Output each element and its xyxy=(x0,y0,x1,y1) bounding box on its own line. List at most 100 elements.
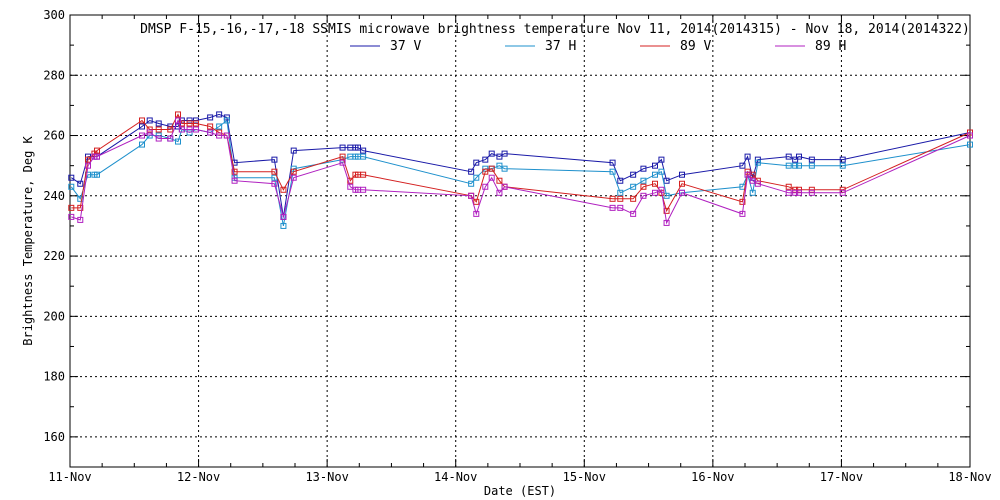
data-point-89-v xyxy=(68,204,75,211)
data-point-89-v xyxy=(630,195,637,202)
legend-label: 89 H xyxy=(815,39,846,54)
legend-item-89-h: 89 H xyxy=(775,39,846,54)
data-point-37-h xyxy=(658,168,665,175)
data-point-89-v xyxy=(280,186,287,193)
grid-lines xyxy=(70,15,970,467)
data-point-37-h xyxy=(77,195,84,202)
data-point-37-h xyxy=(68,183,75,190)
data-point-37-h xyxy=(808,162,815,169)
chart-title: DMSP F-15,-16,-17,-18 SSMIS microwave br… xyxy=(140,22,970,37)
y-tick-labels: 160 180 200 220 240 260 280 300 xyxy=(43,8,65,444)
data-point-37-h xyxy=(609,168,616,175)
data-point-37-h xyxy=(754,159,761,166)
data-point-89-h xyxy=(271,180,278,187)
data-point-89-h xyxy=(167,135,174,142)
data-point-37-v xyxy=(290,147,297,154)
data-point-89-h xyxy=(839,189,846,196)
data-point-89-v xyxy=(496,177,503,184)
y-tick-label: 240 xyxy=(43,189,65,203)
series-line-37-v xyxy=(71,113,971,217)
legend-label: 89 V xyxy=(680,39,711,54)
data-point-89-h xyxy=(468,192,475,199)
data-point-37-v xyxy=(207,114,214,121)
data-point-37-h xyxy=(796,162,802,169)
data-point-89-v xyxy=(339,153,346,160)
data-point-37-h xyxy=(360,153,367,160)
x-tick-label: 15-Nov xyxy=(563,470,606,484)
data-point-37-h xyxy=(139,141,145,148)
data-point-89-h xyxy=(630,210,637,217)
data-point-37-v xyxy=(796,153,802,160)
data-point-89-h xyxy=(749,177,756,184)
data-point-89-h xyxy=(347,183,354,190)
y-tick-label: 160 xyxy=(43,430,65,444)
data-point-89-h xyxy=(792,189,799,196)
data-point-37-v xyxy=(360,147,367,154)
data-point-37-v xyxy=(640,165,647,172)
data-point-37-v xyxy=(785,153,792,160)
data-point-37-v xyxy=(155,120,162,127)
data-series xyxy=(68,111,973,229)
data-point-37-h xyxy=(749,189,756,196)
data-point-89-v xyxy=(967,129,973,136)
data-point-89-h xyxy=(193,126,199,133)
data-point-37-v xyxy=(68,174,75,181)
data-point-89-h xyxy=(186,126,193,133)
data-point-37-v xyxy=(186,117,193,124)
data-point-37-h xyxy=(280,222,287,229)
y-axis-label: Brightness Temperature, Deg K xyxy=(21,135,35,345)
data-point-89-h xyxy=(216,132,223,139)
data-point-89-v xyxy=(77,204,84,211)
data-point-37-h xyxy=(785,162,792,169)
y-tick-label: 180 xyxy=(43,370,65,384)
data-point-89-v xyxy=(785,183,792,190)
data-point-37-h xyxy=(839,162,846,169)
legend-item-37-v: 37 V xyxy=(350,39,421,54)
data-point-37-v xyxy=(839,156,846,163)
data-point-89-v xyxy=(231,168,238,175)
data-point-37-v xyxy=(808,156,815,163)
data-point-37-h xyxy=(652,171,658,178)
data-point-37-h xyxy=(501,165,508,172)
data-point-37-v xyxy=(663,177,670,184)
data-point-37-h xyxy=(663,192,670,199)
data-point-37-h xyxy=(640,177,647,184)
data-point-37-v xyxy=(473,159,480,166)
data-point-89-h xyxy=(501,183,508,190)
data-point-37-h xyxy=(617,189,624,196)
data-point-89-v xyxy=(360,171,367,178)
legend-label: 37 H xyxy=(545,39,576,54)
data-point-37-v xyxy=(679,171,685,178)
data-point-89-v xyxy=(679,180,685,187)
data-point-37-v xyxy=(339,144,346,151)
data-point-89-h xyxy=(223,132,230,139)
data-point-37-h xyxy=(473,174,480,181)
data-point-89-h xyxy=(744,171,751,178)
data-point-37-h xyxy=(223,117,230,124)
data-point-89-h xyxy=(280,213,287,220)
data-point-37-h xyxy=(792,162,799,169)
data-point-89-h xyxy=(146,129,153,136)
data-point-37-v xyxy=(146,117,153,124)
data-point-37-h xyxy=(496,162,503,169)
data-point-89-v xyxy=(488,165,495,172)
data-point-89-v xyxy=(207,123,214,130)
x-tick-label: 18-Nov xyxy=(948,470,991,484)
x-axis-label: Date (EST) xyxy=(484,484,556,498)
data-point-89-v xyxy=(175,111,181,118)
y-tick-label: 200 xyxy=(43,309,65,323)
data-point-89-h xyxy=(94,153,100,160)
y-tick-label: 300 xyxy=(43,8,65,22)
data-point-89-h xyxy=(488,174,495,181)
data-point-37-h xyxy=(175,138,181,145)
data-point-37-v xyxy=(501,150,508,157)
data-point-37-v xyxy=(754,156,761,163)
data-point-89-v xyxy=(271,168,278,175)
data-point-89-h xyxy=(796,189,802,196)
data-point-37-v xyxy=(355,144,361,151)
data-point-89-v xyxy=(792,186,799,193)
data-point-89-v xyxy=(663,207,670,214)
data-point-89-h xyxy=(85,162,91,169)
x-tick-label: 16-Nov xyxy=(691,470,734,484)
